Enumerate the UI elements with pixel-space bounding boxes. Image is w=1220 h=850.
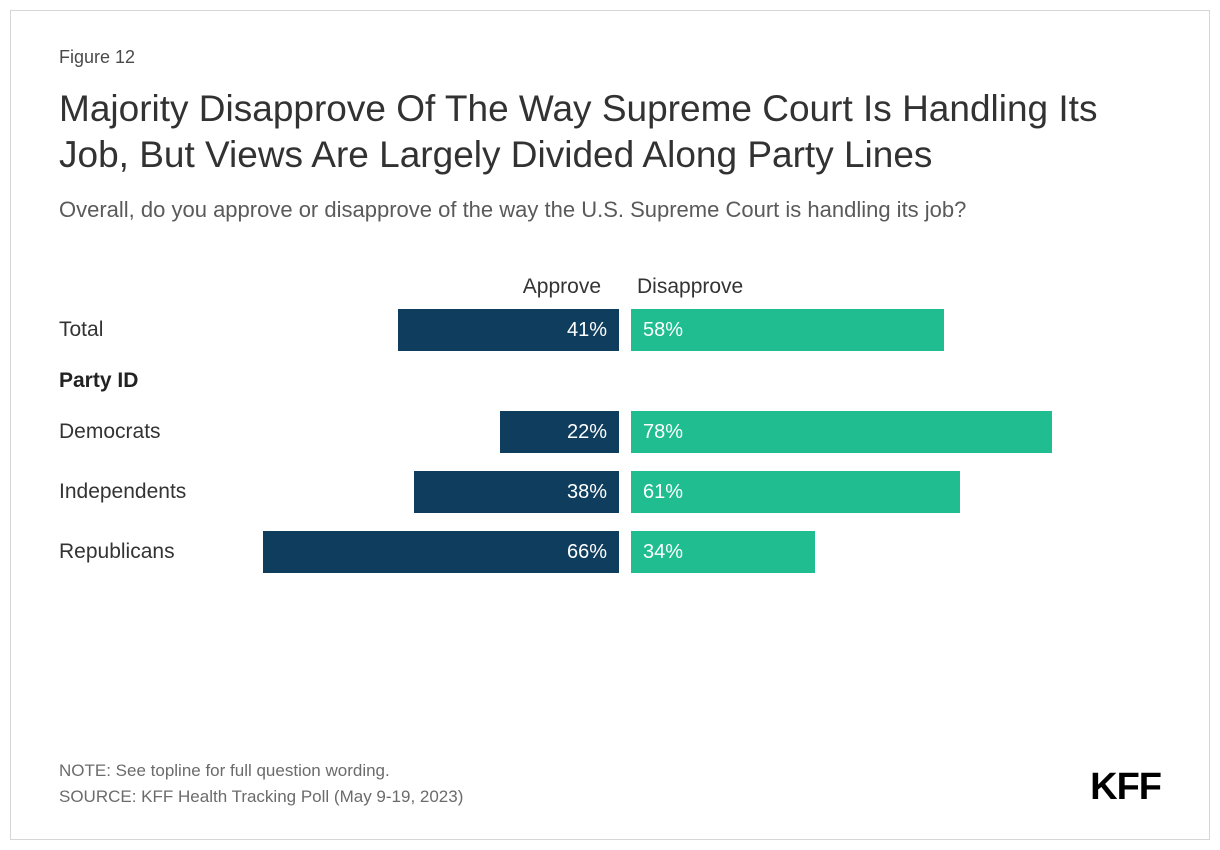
approve-value: 22%	[567, 421, 607, 444]
footnote-note: NOTE: See topline for full question word…	[59, 758, 463, 784]
approve-bar: 66%	[263, 531, 619, 573]
bar-row: Democrats 22% 78%	[59, 411, 1161, 453]
disapprove-value: 61%	[643, 481, 683, 504]
disapprove-bar: 78%	[631, 411, 1052, 453]
bar-row: Independents 38% 61%	[59, 471, 1161, 513]
figure-number: Figure 12	[59, 47, 1161, 68]
disapprove-bar: 58%	[631, 309, 944, 351]
approve-bar: 38%	[414, 471, 619, 513]
approve-bar: 41%	[398, 309, 619, 351]
approve-bar-wrap: 22%	[219, 411, 619, 453]
row-label: Democrats	[59, 420, 219, 444]
diverging-bar-chart: Approve Disapprove Total 41% 58% Party ID De…	[59, 275, 1161, 573]
approve-value: 41%	[567, 319, 607, 342]
approve-value: 66%	[567, 541, 607, 564]
approve-bar-wrap: 41%	[219, 309, 619, 351]
legend-row: Approve Disapprove	[59, 275, 1161, 299]
bar-row: Total 41% 58%	[59, 309, 1161, 351]
approve-bar-wrap: 38%	[219, 471, 619, 513]
disapprove-bar-wrap: 61%	[619, 471, 1161, 513]
row-label: Total	[59, 318, 219, 342]
rows-container: Total 41% 58% Party ID Democrats 22% 78% Indepe…	[59, 309, 1161, 573]
kff-logo: KFF	[1090, 766, 1161, 809]
disapprove-bar-wrap: 78%	[619, 411, 1161, 453]
disapprove-value: 78%	[643, 421, 683, 444]
figure-frame: Figure 12 Majority Disapprove Of The Way…	[10, 10, 1210, 840]
chart-subtitle: Overall, do you approve or disapprove of…	[59, 195, 1109, 226]
section-header: Party ID	[59, 369, 1161, 393]
chart-title: Majority Disapprove Of The Way Supreme C…	[59, 86, 1109, 179]
disapprove-bar-wrap: 58%	[619, 309, 1161, 351]
legend-approve: Approve	[59, 275, 619, 299]
disapprove-value: 58%	[643, 319, 683, 342]
approve-value: 38%	[567, 481, 607, 504]
row-label: Republicans	[59, 540, 219, 564]
disapprove-bar: 61%	[631, 471, 960, 513]
disapprove-bar: 34%	[631, 531, 815, 573]
footer: NOTE: See topline for full question word…	[59, 758, 1161, 809]
approve-bar: 22%	[500, 411, 619, 453]
bar-row: Republicans 66% 34%	[59, 531, 1161, 573]
disapprove-bar-wrap: 34%	[619, 531, 1161, 573]
footnotes: NOTE: See topline for full question word…	[59, 758, 463, 809]
row-label: Independents	[59, 480, 219, 504]
footnote-source: SOURCE: KFF Health Tracking Poll (May 9-…	[59, 784, 463, 810]
disapprove-value: 34%	[643, 541, 683, 564]
approve-bar-wrap: 66%	[219, 531, 619, 573]
legend-disapprove: Disapprove	[619, 275, 1161, 299]
